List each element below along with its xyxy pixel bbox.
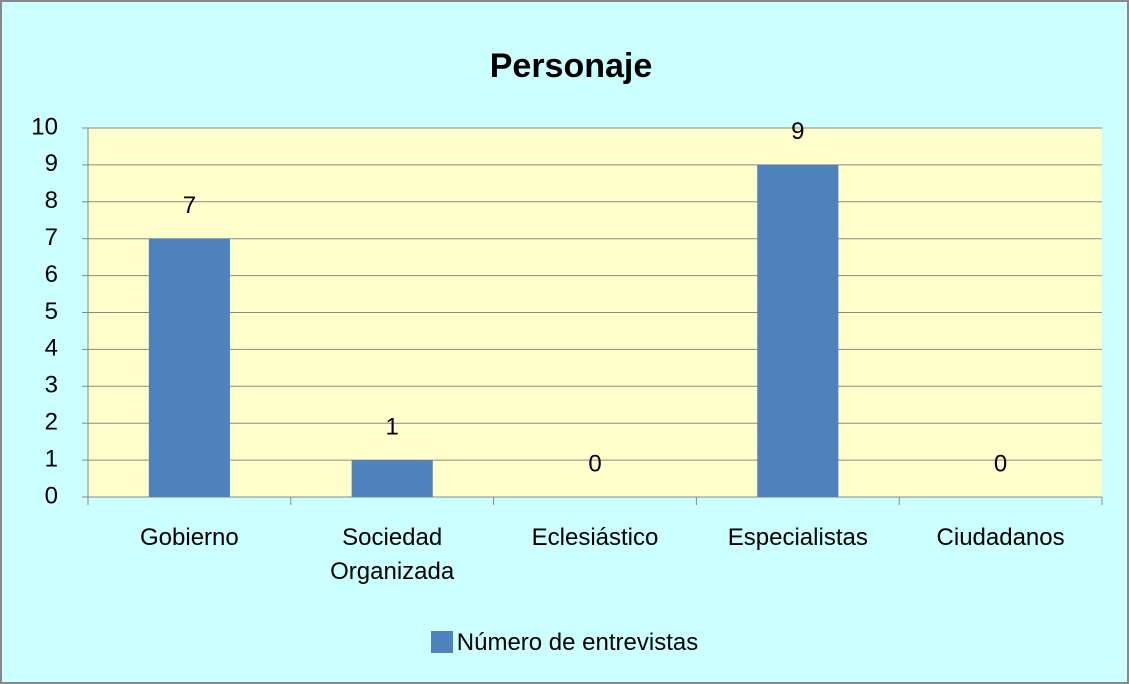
x-tick-label: Gobierno	[140, 524, 239, 551]
y-tick-label: 2	[45, 409, 58, 436]
bar	[148, 238, 230, 497]
legend: Número de entrevistas	[0, 626, 1129, 660]
x-tick-label: Especialistas	[727, 524, 868, 551]
y-tick-label: 9	[45, 150, 58, 177]
y-tick-label: 3	[45, 372, 58, 399]
x-tick-label: Ciudadanos	[936, 524, 1065, 551]
y-tick-label: 0	[45, 482, 58, 509]
y-tick-label: 6	[45, 261, 58, 288]
y-tick-label: 5	[45, 298, 58, 325]
data-label: 1	[386, 413, 399, 440]
data-label: 7	[183, 192, 196, 219]
data-label: 0	[994, 450, 1007, 477]
y-tick-label: 4	[45, 335, 58, 362]
data-label: 9	[791, 118, 804, 145]
y-tick-label: 8	[45, 187, 58, 214]
y-tick-label: 7	[45, 224, 58, 251]
y-tick-label: 10	[31, 113, 58, 140]
chart-title: Personaje	[490, 47, 653, 85]
legend-label: Número de entrevistas	[456, 629, 699, 656]
legend-swatch	[430, 631, 453, 653]
y-tick-label: 1	[45, 445, 58, 472]
x-tick-label: Sociedad Organizada	[330, 524, 455, 585]
x-tick-label: Eclesiástico	[531, 524, 659, 551]
data-label: 0	[588, 450, 601, 477]
bar	[351, 460, 433, 497]
bar	[757, 164, 839, 497]
